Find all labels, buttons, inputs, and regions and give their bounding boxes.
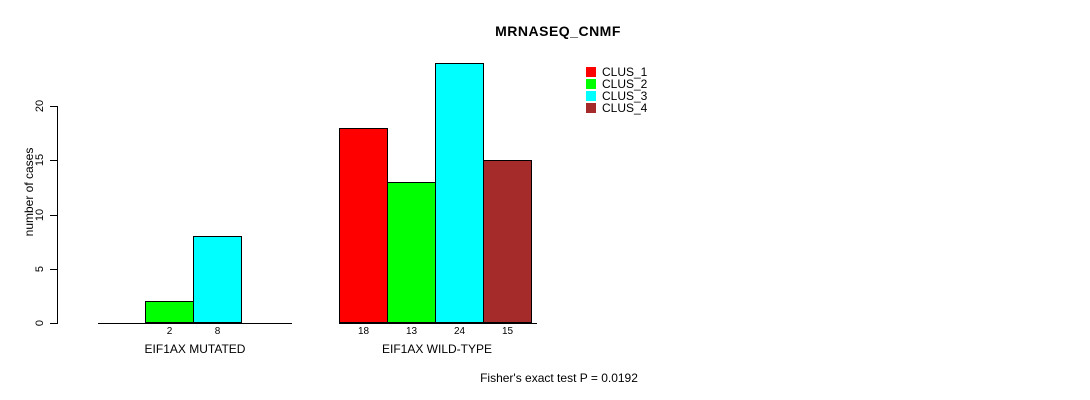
- bar-value-label: 13: [405, 326, 418, 337]
- y-tick-label: 10: [34, 208, 46, 222]
- legend-swatch-icon: [586, 67, 596, 77]
- group-axis-line: [98, 323, 292, 324]
- legend: CLUS_1 CLUS_2 CLUS_3 CLUS_4: [586, 66, 647, 114]
- group-axis-line: [339, 323, 537, 324]
- y-tick: [50, 269, 57, 270]
- legend-swatch-icon: [586, 91, 596, 101]
- legend-label: CLUS_4: [602, 101, 648, 115]
- y-tick: [50, 215, 57, 216]
- legend-row: CLUS_1: [586, 66, 647, 78]
- bar-value-label: 24: [453, 326, 466, 337]
- legend-swatch-icon: [586, 79, 596, 89]
- legend-row: CLUS_4: [586, 102, 647, 114]
- legend-row: CLUS_3: [586, 90, 647, 102]
- y-tick-label: 5: [34, 265, 46, 273]
- bar-clus_1: [339, 128, 388, 323]
- group-label: EIF1AX MUTATED: [144, 342, 246, 356]
- y-tick: [50, 160, 57, 161]
- y-axis-line: [57, 106, 58, 324]
- bar-value-label: 15: [501, 326, 514, 337]
- bar-clus_2: [145, 301, 194, 323]
- chart-title: MRNASEQ_CNMF: [495, 23, 621, 39]
- y-tick-label: 20: [34, 99, 46, 113]
- bar-value-label: 2: [166, 326, 173, 337]
- y-tick: [50, 323, 57, 324]
- y-tick: [50, 106, 57, 107]
- group-label: EIF1AX WILD-TYPE: [381, 342, 493, 356]
- bar-clus_2: [387, 182, 436, 323]
- legend-label: CLUS_1: [602, 65, 648, 79]
- y-tick-label: 15: [34, 153, 46, 167]
- bar-value-label: 8: [214, 326, 221, 337]
- legend-label: CLUS_2: [602, 77, 648, 91]
- y-tick-label: 0: [34, 319, 46, 327]
- bar-value-label: 18: [357, 326, 370, 337]
- annotation-text: Fisher's exact test P = 0.0192: [480, 371, 638, 385]
- legend-row: CLUS_2: [586, 78, 647, 90]
- legend-label: CLUS_3: [602, 89, 648, 103]
- bar-clus_3: [435, 63, 484, 323]
- legend-swatch-icon: [586, 103, 596, 113]
- bar-clus_4: [483, 160, 532, 323]
- bar-clus_3: [193, 236, 242, 323]
